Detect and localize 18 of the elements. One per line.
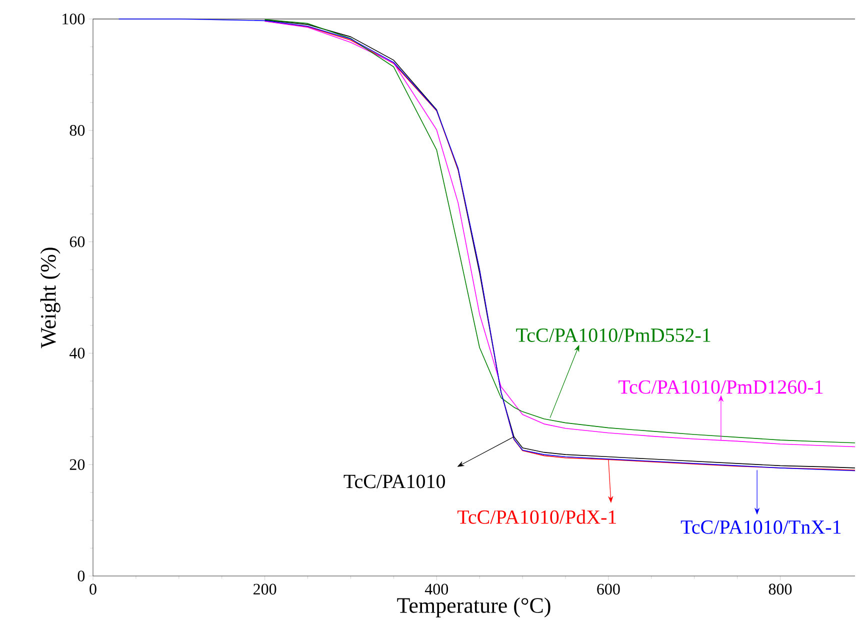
y-tick-label: 0 [78,570,85,582]
x-tick-label: 200 [254,584,276,595]
x-tick-label: 800 [768,584,792,595]
y-tick-label: 20 [70,459,85,470]
annotation: TcC/PA1010 [344,474,445,488]
annotation: TcC/PA1010/TnX-1 [680,520,841,534]
y-tick-label: 60 [70,236,85,248]
y-axis-title: Weight (%) [40,248,60,348]
x-tick-label: 0 [90,584,96,595]
x-axis-title: Temperature (°C) [397,597,550,618]
y-tick-label: 80 [70,125,85,136]
annotation: TcC/PA1010/PmD1260-1 [618,380,823,394]
x-tick-label: 400 [424,584,448,595]
y-tick-label: 100 [62,14,85,24]
annotation: TcC/PA1010/PmD552-1 [516,328,710,342]
y-tick-label: 40 [70,348,85,359]
x-tick-label: 600 [597,584,620,595]
annotation: TcC/PA1010/PdX-1 [457,510,616,524]
